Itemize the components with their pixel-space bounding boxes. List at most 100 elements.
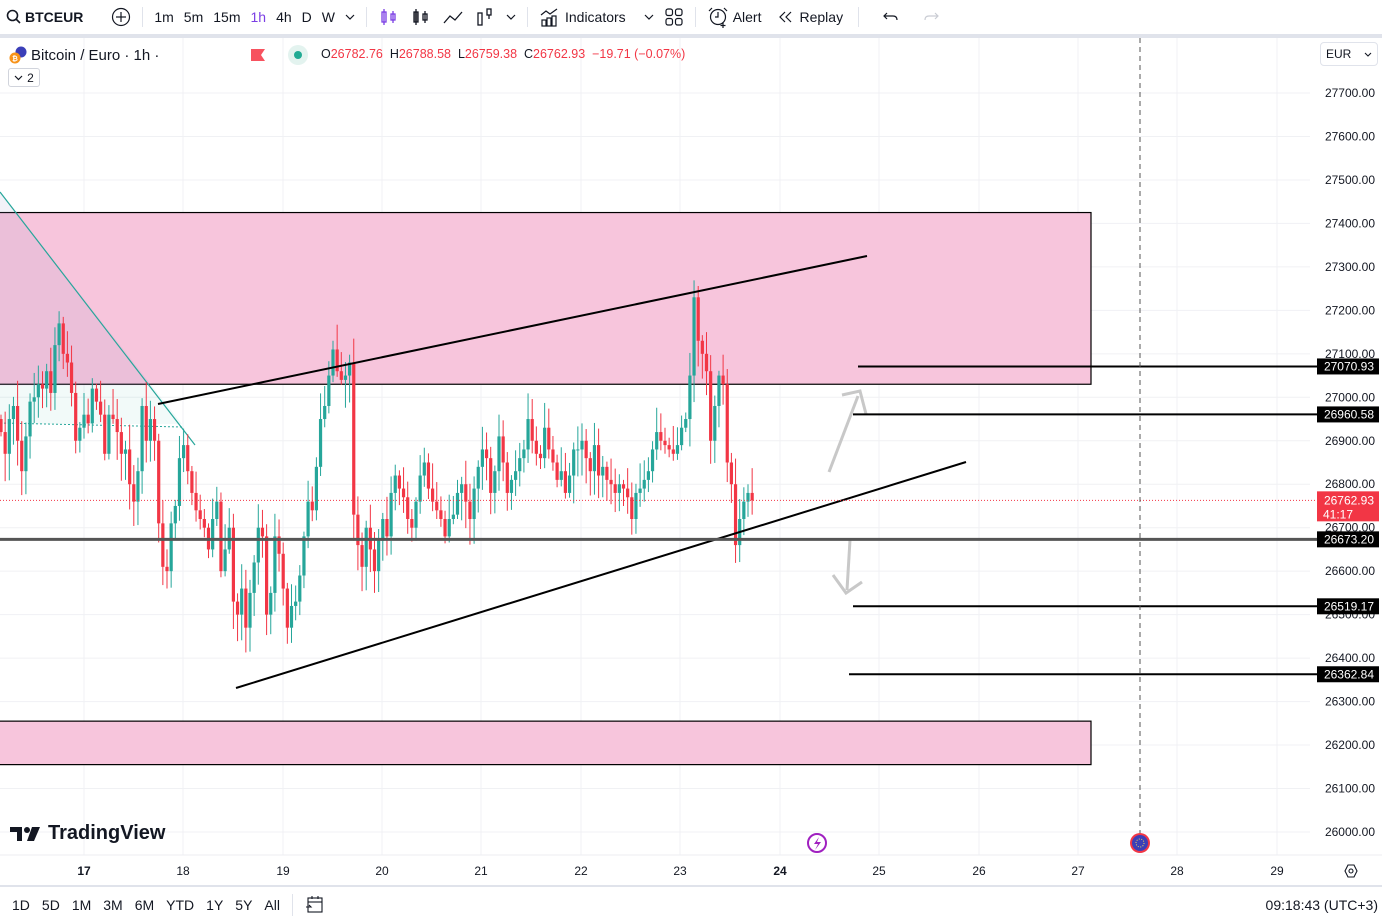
svg-text:21: 21 <box>474 864 488 878</box>
chart-type-bars[interactable] <box>469 0 501 34</box>
chart-type-candles[interactable] <box>373 0 405 34</box>
upper-channel-line <box>157 255 868 405</box>
range-ytd[interactable]: YTD <box>166 897 195 913</box>
svg-text:26000.00: 26000.00 <box>1325 825 1375 839</box>
open-value: 26782.76 <box>330 47 383 61</box>
flag-icon[interactable] <box>251 49 266 61</box>
interval-4h[interactable]: 4h <box>276 9 292 25</box>
price-chart[interactable]: 27700.00 27600.00 27500.00 27400.00 27300.00… <box>0 38 1382 885</box>
layouts-button[interactable] <box>659 0 689 34</box>
chevron-down-icon <box>1364 52 1372 57</box>
close-value: 26762.93 <box>533 47 586 61</box>
range-5y[interactable]: 5Y <box>235 897 253 913</box>
change-value: −19.71 (−0.07%) <box>592 47 686 61</box>
toolbar-divider <box>0 34 1382 38</box>
svg-text:26519.17: 26519.17 <box>1324 599 1374 613</box>
lower-channel-line <box>235 461 967 689</box>
svg-text:26673.20: 26673.20 <box>1324 532 1374 546</box>
chevron-down-icon <box>14 75 23 80</box>
svg-text:18: 18 <box>176 864 190 878</box>
undo-button[interactable] <box>877 0 905 34</box>
range-6m[interactable]: 6M <box>134 897 155 913</box>
symbol-label: BTCEUR <box>25 9 84 25</box>
search-icon <box>6 9 21 24</box>
svg-text:41:17: 41:17 <box>1323 507 1353 521</box>
interval-d[interactable]: D <box>301 9 312 25</box>
svg-text:27600.00: 27600.00 <box>1325 129 1375 143</box>
svg-text:26300.00: 26300.00 <box>1325 695 1375 709</box>
range-3m[interactable]: 3M <box>103 897 123 913</box>
top-toolbar: BTCEUR 1m 5m 15m 1h 4h D W Indicators Al… <box>0 0 1382 34</box>
range-5d[interactable]: 5D <box>41 897 60 913</box>
chart-pane[interactable]: 27700.00 27600.00 27500.00 27400.00 27300.00… <box>0 38 1382 885</box>
chart-type-line[interactable] <box>437 0 469 34</box>
range-all[interactable]: All <box>264 897 280 913</box>
svg-text:27200.00: 27200.00 <box>1325 303 1375 317</box>
symbol-title[interactable]: Bitcoin / Euro · 1h · <box>31 46 160 64</box>
chart-type-dropdown[interactable] <box>501 0 521 34</box>
bottom-toolbar: 1D 5D 1M 3M 6M YTD 1Y 5Y All 09:18:43 (U… <box>0 885 1382 923</box>
interval-1h[interactable]: 1h <box>250 9 267 25</box>
svg-text:26400.00: 26400.00 <box>1325 651 1375 665</box>
supply-demand-zone <box>0 211 1092 385</box>
currency-select[interactable]: EUR <box>1320 42 1378 66</box>
compare-symbol-button[interactable] <box>106 0 136 34</box>
svg-text:27100.00: 27100.00 <box>1325 347 1375 361</box>
interval-5m[interactable]: 5m <box>183 9 204 25</box>
replay-icon <box>779 11 792 23</box>
svg-text:27500.00: 27500.00 <box>1325 173 1375 187</box>
indicators-button[interactable]: Indicators <box>534 0 631 34</box>
goto-date-button[interactable] <box>299 894 331 917</box>
date-ranges: 1D 5D 1M 3M 6M YTD 1Y 5Y All <box>0 894 331 917</box>
candles-icon <box>381 9 396 25</box>
svg-text:26: 26 <box>972 864 986 878</box>
hollow-candles-icon <box>413 9 428 25</box>
line-chart-icon <box>443 11 463 24</box>
alert-button[interactable]: Alert <box>702 0 767 34</box>
svg-text:27070.93: 27070.93 <box>1324 359 1374 373</box>
replay-button[interactable]: Replay <box>772 0 848 34</box>
low-value: 26759.38 <box>464 47 518 61</box>
redo-button[interactable] <box>917 0 945 34</box>
undo-icon <box>883 12 898 21</box>
interval-dropdown[interactable] <box>340 0 360 34</box>
alarm-clock-icon <box>708 7 728 28</box>
clock-timezone[interactable]: 09:18:43 (UTC+3) <box>1265 897 1378 913</box>
chevron-down-icon <box>506 14 516 20</box>
indicators-icon <box>540 8 558 27</box>
interval-1m[interactable]: 1m <box>154 9 174 25</box>
svg-text:26100.00: 26100.00 <box>1325 782 1375 796</box>
bars-icon <box>477 8 492 26</box>
chevron-down-icon <box>345 14 355 20</box>
calendar-goto-icon <box>305 895 323 913</box>
chart-legend: ₿ Bitcoin / Euro · 1h · <box>8 44 309 66</box>
tradingview-logo[interactable]: TradingView <box>10 822 165 845</box>
symbol-search[interactable]: BTCEUR <box>0 0 88 34</box>
svg-text:22: 22 <box>574 864 588 878</box>
bitcoin-euro-icon: ₿ <box>9 46 27 64</box>
range-1y[interactable]: 1Y <box>206 897 224 913</box>
redo-icon <box>924 12 939 21</box>
range-1d[interactable]: 1D <box>12 897 30 913</box>
svg-text:29: 29 <box>1270 864 1284 878</box>
ohlc-values: O26782.76 H26788.58 L26759.38 C26762.93 … <box>321 47 686 61</box>
svg-text:27000.00: 27000.00 <box>1325 390 1375 404</box>
svg-text:25: 25 <box>872 864 886 878</box>
chart-type-hollow[interactable] <box>405 0 437 34</box>
plus-circle-icon <box>112 7 131 27</box>
market-open-icon[interactable] <box>287 44 309 66</box>
svg-text:₿: ₿ <box>12 55 18 63</box>
range-1m[interactable]: 1M <box>71 897 92 913</box>
indicators-dropdown[interactable] <box>639 0 659 34</box>
indicators-collapse-button[interactable]: 2 <box>8 68 40 87</box>
svg-text:23: 23 <box>673 864 687 878</box>
svg-text:26700.00: 26700.00 <box>1325 521 1375 535</box>
alert-label: Alert <box>732 9 762 25</box>
svg-text:27: 27 <box>1071 864 1085 878</box>
svg-text:26362.84: 26362.84 <box>1324 667 1374 681</box>
svg-text:26960.58: 26960.58 <box>1324 407 1374 421</box>
high-value: 26788.58 <box>398 47 451 61</box>
interval-15m[interactable]: 15m <box>213 9 241 25</box>
interval-w[interactable]: W <box>321 9 335 25</box>
tv-logo-icon <box>10 826 40 841</box>
